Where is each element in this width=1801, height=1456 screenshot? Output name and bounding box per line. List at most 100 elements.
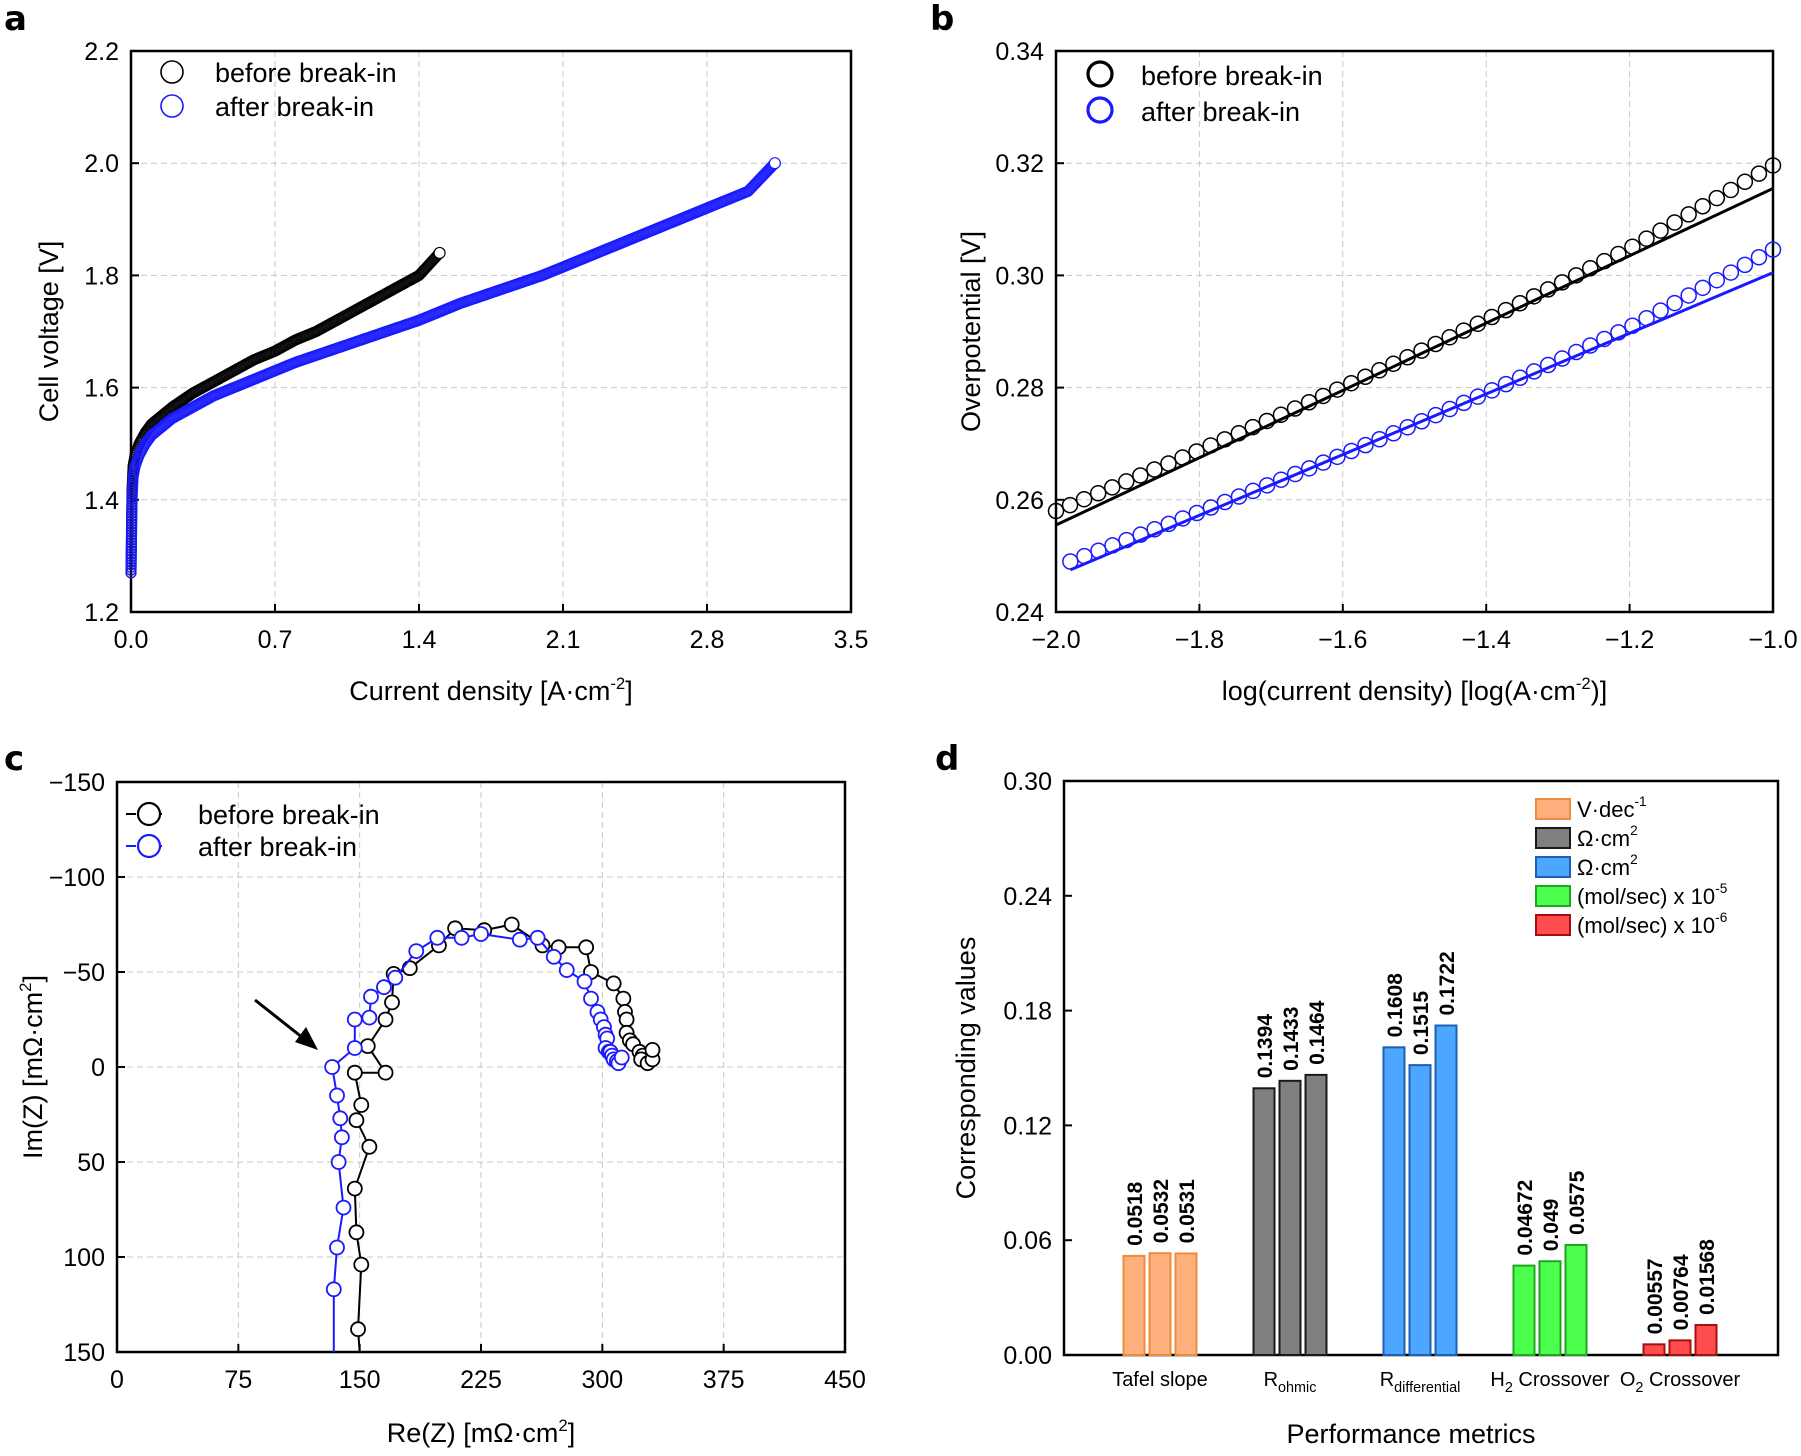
- legend-marker: [1086, 96, 1114, 124]
- x-tick-label: −1.8: [1175, 626, 1224, 654]
- legend: before break-in after break-in: [1086, 60, 1323, 127]
- legend-label: (mol/sec) x 10-6: [1577, 910, 1727, 938]
- data-point: [1286, 465, 1304, 483]
- category-label-main: O: [1620, 1369, 1636, 1391]
- data-point: [1469, 388, 1487, 405]
- data-point: [1736, 256, 1754, 274]
- data-point-end: [768, 157, 781, 170]
- x-axis-label: Performance metrics: [1286, 1419, 1535, 1449]
- data-point: [1315, 454, 1332, 471]
- y-tick-label: 0.24: [1003, 883, 1052, 911]
- data-point: [1708, 271, 1726, 289]
- x-axis-label: log(current density) [log(A·cm-2)]: [1222, 674, 1608, 706]
- y-axis-label-main: Im(Z) [mΩ·cm: [18, 992, 48, 1159]
- data-point: [1708, 189, 1726, 207]
- category-label-main: Tafel slope: [1112, 1369, 1208, 1391]
- bar: [1668, 1339, 1692, 1356]
- data-point: [1638, 230, 1655, 247]
- y-tick-label: 50: [77, 1149, 105, 1177]
- bar-value-label: 0.0531: [1176, 1179, 1199, 1244]
- data-point: [1300, 460, 1318, 477]
- data-point: [1357, 368, 1374, 386]
- legend-label-sup: 2: [1630, 852, 1638, 867]
- category-label: H2 Crossover: [1490, 1369, 1609, 1396]
- data-point: [125, 561, 137, 573]
- legend-marker: [136, 833, 162, 859]
- data-point: [361, 1138, 378, 1155]
- data-point: [1343, 442, 1360, 460]
- data-point: [1118, 473, 1135, 490]
- arrow-shaft: [254, 998, 304, 1040]
- data-point: [1539, 356, 1557, 374]
- data-point: [1174, 510, 1192, 527]
- data-point: [1652, 222, 1669, 239]
- data-point: [1342, 374, 1360, 392]
- data-point: [1427, 406, 1444, 424]
- bar: [1304, 1073, 1328, 1356]
- bar-value-label: 0.0575: [1566, 1170, 1589, 1235]
- data-point: [453, 929, 470, 946]
- bar-group-0: 0.0518 0.0532 0.0531: [1122, 1179, 1199, 1357]
- data-point: [1076, 547, 1093, 565]
- data-point: [1497, 301, 1515, 319]
- data-point: [1230, 488, 1248, 505]
- panel-c-nyquist-plot: 0 75 150 225 300 375 450−150−100−50050100150Re…: [16, 769, 866, 1448]
- data-point: [1764, 241, 1782, 258]
- data-point: [1483, 382, 1501, 399]
- data-point: [125, 564, 137, 576]
- data-point: [618, 1011, 635, 1028]
- data-point: [1230, 425, 1248, 442]
- legend-label: after break-in: [215, 92, 374, 122]
- data-point: [429, 929, 446, 946]
- data-point: [346, 1011, 363, 1028]
- x-tick-label: 300: [581, 1366, 623, 1394]
- data-point: [1385, 425, 1402, 442]
- legend-label-sup: -5: [1715, 881, 1727, 896]
- y-axis-label-end: ]: [18, 975, 48, 983]
- bar-group-4: 0.00557 0.00764 0.01568: [1642, 1239, 1719, 1357]
- data-point: [529, 929, 546, 946]
- y-tick-label: −100: [49, 864, 105, 892]
- category-label: Rohmic: [1264, 1369, 1317, 1396]
- data-point: [511, 931, 528, 948]
- data-point: [1202, 437, 1219, 454]
- x-axis-label-sup: -2: [610, 674, 625, 693]
- bar: [1148, 1252, 1172, 1357]
- data-point: [1624, 238, 1641, 255]
- data-point: [1539, 281, 1557, 298]
- category-label-main: H: [1490, 1369, 1504, 1391]
- data-point: [1525, 288, 1543, 305]
- y-tick-label: 0.00: [1003, 1342, 1052, 1370]
- y-tick-label: 150: [63, 1339, 105, 1367]
- data-point: [1722, 181, 1740, 199]
- data-point: [1666, 294, 1683, 312]
- data-point: [1329, 448, 1346, 466]
- y-tick-label: 2.2: [84, 38, 119, 66]
- data-point: [1694, 197, 1711, 215]
- data-point: [578, 939, 595, 956]
- data-point: [346, 1064, 363, 1081]
- x-tick-label: −1.4: [1462, 626, 1511, 654]
- bar: [1512, 1264, 1536, 1356]
- data-point: [401, 960, 418, 977]
- data-point: [1413, 342, 1430, 359]
- data-point: [1596, 330, 1613, 348]
- y-axis-label: Cell voltage [V]: [34, 241, 64, 423]
- data-point: [1511, 369, 1529, 387]
- data-point: [359, 1038, 376, 1054]
- legend-swatch: [1535, 914, 1571, 936]
- bar: [1278, 1079, 1302, 1356]
- data-point: [1455, 322, 1472, 339]
- legend-label: Ω·cm2: [1577, 823, 1638, 851]
- data-point: [329, 1239, 345, 1256]
- y-tick-label: 1.2: [84, 599, 119, 627]
- y-tick-label: 0.06: [1003, 1227, 1052, 1255]
- data-point: [1750, 249, 1768, 266]
- data-point: [125, 532, 138, 544]
- data-point: [1553, 350, 1571, 367]
- data-point: [1497, 375, 1515, 393]
- data-point: [1244, 482, 1262, 500]
- legend-label: V·dec-1: [1577, 794, 1647, 822]
- data-point: [644, 1042, 661, 1058]
- data-point: [1511, 295, 1529, 312]
